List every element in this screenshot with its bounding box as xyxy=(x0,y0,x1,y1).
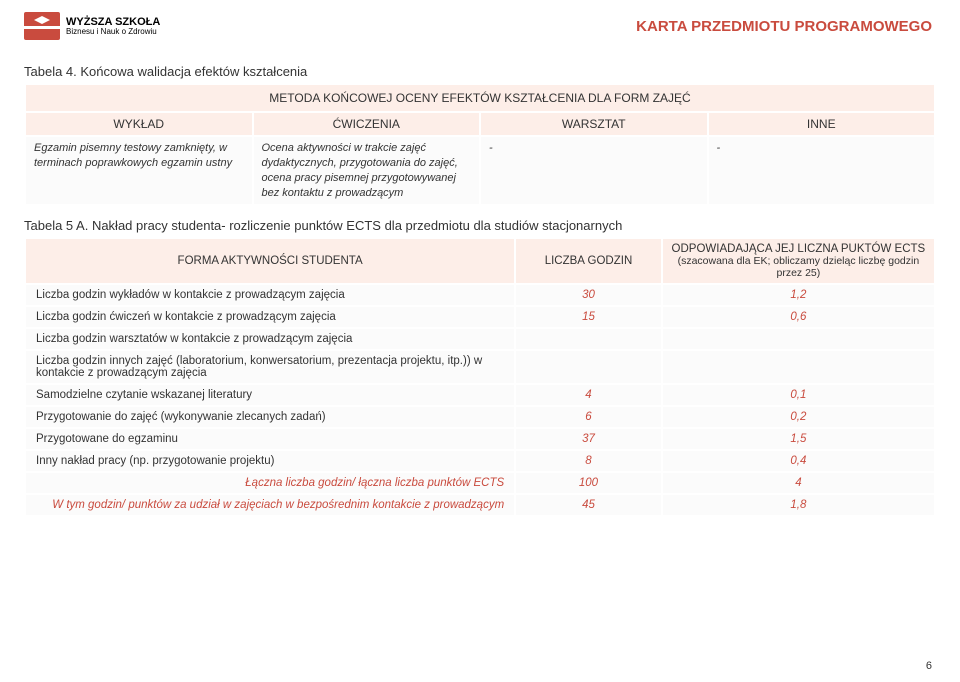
table5-row-hours: 4 xyxy=(516,385,661,405)
table5-row-hours xyxy=(516,351,661,383)
table5-col-ects: ODPOWIADAJĄCA JEJ LICZNA PUKTÓW ECTS (sz… xyxy=(663,239,934,283)
page-header: KARTA PRZEDMIOTU PROGRAMOWEGO xyxy=(636,18,932,35)
table5-row: Inny nakład pracy (np. przygotowanie pro… xyxy=(26,451,934,471)
table4-col-inne: INNE xyxy=(709,113,935,135)
table4-cell-warsztat: - xyxy=(481,137,707,204)
table4-col-warsztat: WARSZTAT xyxy=(481,113,707,135)
table5-row-ects xyxy=(663,351,934,383)
table5-row-hours xyxy=(516,329,661,349)
content: Tabela 4. Końcowa walidacja efektów kszt… xyxy=(24,58,936,517)
table4: METODA KOŃCOWEJ OCENY EFEKTÓW KSZTAŁCENI… xyxy=(24,83,936,206)
table5-caption: Tabela 5 A. Nakład pracy studenta- rozli… xyxy=(24,218,936,233)
table4-caption: Tabela 4. Końcowa walidacja efektów kszt… xyxy=(24,64,936,79)
table5-col-forma: FORMA AKTYWNOŚCI STUDENTA xyxy=(26,239,514,283)
table5-row-label: Przygotowanie do zajęć (wykonywanie zlec… xyxy=(26,407,514,427)
logo-line1: WYŻSZA SZKOŁA xyxy=(66,17,160,28)
table5-row-label: Samodzielne czytanie wskazanej literatur… xyxy=(26,385,514,405)
table5: FORMA AKTYWNOŚCI STUDENTA LICZBA GODZIN … xyxy=(24,237,936,517)
table5-row-label: Liczba godzin warsztatów w kontakcie z p… xyxy=(26,329,514,349)
table5-col-ects-sub: (szacowana dla EK; obliczamy dzieląc lic… xyxy=(678,255,920,279)
table5-sum1-label: Łączna liczba godzin/ łączna liczba punk… xyxy=(26,473,514,493)
table4-col-wyklad: WYKŁAD xyxy=(26,113,252,135)
page-number: 6 xyxy=(926,660,932,672)
table5-row-ects: 0,4 xyxy=(663,451,934,471)
table5-row: Liczba godzin ćwiczeń w kontakcie z prow… xyxy=(26,307,934,327)
table5-sum1-e: 4 xyxy=(663,473,934,493)
table5-head-row: FORMA AKTYWNOŚCI STUDENTA LICZBA GODZIN … xyxy=(26,239,934,283)
table5-row-hours: 15 xyxy=(516,307,661,327)
logo-mark-icon xyxy=(24,12,60,40)
table5-row: Liczba godzin wykładów w kontakcie z pro… xyxy=(26,285,934,305)
table5-col-godzin: LICZBA GODZIN xyxy=(516,239,661,283)
table5-sum2-h: 45 xyxy=(516,495,661,515)
table5-row-label: Przygotowane do egzaminu xyxy=(26,429,514,449)
table5-row-hours: 37 xyxy=(516,429,661,449)
table5-row: Liczba godzin warsztatów w kontakcie z p… xyxy=(26,329,934,349)
table5-row-ects: 0,2 xyxy=(663,407,934,427)
table5-row: Przygotowanie do zajęć (wykonywanie zlec… xyxy=(26,407,934,427)
table5-row-hours: 8 xyxy=(516,451,661,471)
table5-sum2-row: W tym godzin/ punktów za udział w zajęci… xyxy=(26,495,934,515)
table5-row-ects: 0,6 xyxy=(663,307,934,327)
logo: WYŻSZA SZKOŁA Biznesu i Nauk o Zdrowiu xyxy=(24,12,160,40)
logo-line2: Biznesu i Nauk o Zdrowiu xyxy=(66,28,160,36)
table4-title-row: METODA KOŃCOWEJ OCENY EFEKTÓW KSZTAŁCENI… xyxy=(26,85,934,111)
table5-sum2-e: 1,8 xyxy=(663,495,934,515)
table5-sum1-row: Łączna liczba godzin/ łączna liczba punk… xyxy=(26,473,934,493)
table5-row-ects: 1,5 xyxy=(663,429,934,449)
table4-data-row: Egzamin pisemny testowy zamknięty, w ter… xyxy=(26,137,934,204)
table5-row: Przygotowane do egzaminu371,5 xyxy=(26,429,934,449)
table5-sum1-h: 100 xyxy=(516,473,661,493)
table5-row-label: Liczba godzin wykładów w kontakcie z pro… xyxy=(26,285,514,305)
table5-col-ects-main: ODPOWIADAJĄCA JEJ LICZNA PUKTÓW ECTS xyxy=(672,243,926,255)
table5-sum2-label: W tym godzin/ punktów za udział w zajęci… xyxy=(26,495,514,515)
table5-row-ects: 0,1 xyxy=(663,385,934,405)
table5-row-hours: 6 xyxy=(516,407,661,427)
logo-text: WYŻSZA SZKOŁA Biznesu i Nauk o Zdrowiu xyxy=(66,17,160,36)
table5-row-hours: 30 xyxy=(516,285,661,305)
table4-head-row: WYKŁAD ĆWICZENIA WARSZTAT INNE xyxy=(26,113,934,135)
table4-col-cwiczenia: ĆWICZENIA xyxy=(254,113,480,135)
table5-row-label: Liczba godzin innych zajęć (laboratorium… xyxy=(26,351,514,383)
table4-cell-cwiczenia: Ocena aktywności w trakcie zajęć dydakty… xyxy=(254,137,480,204)
table5-row: Liczba godzin innych zajęć (laboratorium… xyxy=(26,351,934,383)
table5-row-ects xyxy=(663,329,934,349)
table4-title: METODA KOŃCOWEJ OCENY EFEKTÓW KSZTAŁCENI… xyxy=(26,85,934,111)
table5-row-ects: 1,2 xyxy=(663,285,934,305)
table4-cell-wyklad: Egzamin pisemny testowy zamknięty, w ter… xyxy=(26,137,252,204)
table5-row-label: Inny nakład pracy (np. przygotowanie pro… xyxy=(26,451,514,471)
table4-cell-inne: - xyxy=(709,137,935,204)
table5-row-label: Liczba godzin ćwiczeń w kontakcie z prow… xyxy=(26,307,514,327)
table5-row: Samodzielne czytanie wskazanej literatur… xyxy=(26,385,934,405)
